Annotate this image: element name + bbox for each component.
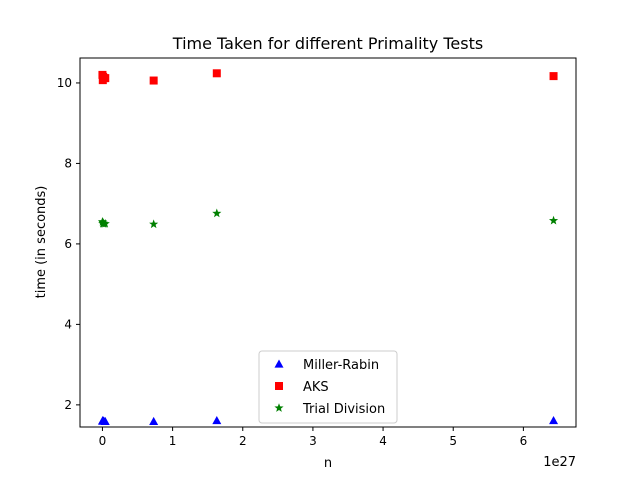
data-point — [100, 416, 110, 425]
x-tick-label: 5 — [449, 434, 457, 448]
data-point — [100, 218, 110, 228]
data-point — [549, 72, 558, 81]
x-axis: 0 1 2 3 4 5 6 — [99, 427, 528, 448]
y-tick-label: 2 — [64, 398, 72, 412]
legend-label: AKS — [303, 380, 329, 395]
y-tick-label: 4 — [64, 317, 72, 331]
data-markers — [97, 69, 559, 425]
x-tick-label: 6 — [520, 434, 528, 448]
legend-label: Trial Division — [302, 402, 385, 417]
legend-marker — [274, 359, 284, 368]
x-tick-label: 4 — [379, 434, 387, 448]
chart-title: Time Taken for different Primality Tests — [172, 34, 483, 53]
legend: Miller-Rabin AKS Trial Division — [258, 350, 398, 424]
y-axis: 2 4 6 8 10 — [57, 76, 80, 412]
y-tick-label: 6 — [64, 237, 72, 251]
x-tick-label: 0 — [99, 434, 107, 448]
y-tick-label: 10 — [57, 76, 72, 90]
x-axis-offset-label: 1e27 — [543, 455, 576, 470]
data-point — [101, 74, 110, 83]
data-point — [149, 416, 159, 425]
data-point — [548, 215, 559, 225]
data-point — [212, 69, 221, 78]
legend-marker — [274, 403, 284, 412]
y-tick-label: 8 — [64, 156, 72, 170]
data-point — [549, 416, 559, 425]
data-point — [212, 416, 222, 425]
legend-marker — [275, 382, 283, 390]
data-point — [149, 76, 158, 85]
x-axis-label: n — [324, 456, 332, 471]
legend-box — [258, 350, 398, 424]
data-point — [212, 208, 222, 218]
x-tick-label: 1 — [169, 434, 177, 448]
data-point — [149, 219, 159, 229]
plot-area-frame — [79, 57, 577, 428]
legend-label: Miller-Rabin — [303, 358, 379, 373]
y-axis-label: time (in seconds) — [34, 186, 49, 299]
x-tick-label: 2 — [239, 434, 247, 448]
x-tick-label: 3 — [309, 434, 317, 448]
